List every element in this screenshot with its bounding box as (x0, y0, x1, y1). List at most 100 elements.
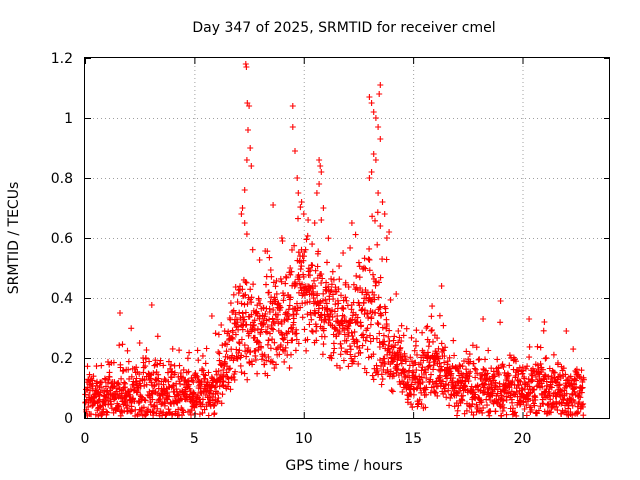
data-point (379, 376, 386, 383)
data-point (494, 356, 501, 363)
data-point (463, 348, 470, 355)
data-point (331, 308, 338, 315)
grid-lines (85, 58, 610, 418)
data-point (576, 373, 583, 380)
data-point (350, 358, 357, 365)
data-point (479, 409, 486, 416)
data-point (317, 312, 324, 319)
data-point (537, 360, 544, 367)
data-point (234, 319, 241, 326)
data-point (246, 103, 253, 109)
data-points (82, 61, 587, 419)
data-point (297, 266, 304, 273)
data-point (193, 372, 200, 379)
data-point (241, 342, 248, 349)
data-point (323, 279, 330, 286)
data-point (432, 389, 439, 396)
data-point (308, 316, 315, 323)
data-point (326, 317, 333, 324)
data-point (470, 360, 477, 367)
data-point (273, 277, 280, 284)
data-point (419, 379, 426, 386)
x-tick-labels: 0 5 10 15 20 (81, 431, 532, 447)
y-tick-label: 0.8 (51, 171, 73, 187)
data-point (140, 404, 147, 411)
data-point (348, 220, 355, 226)
data-point (450, 375, 456, 382)
data-point (232, 284, 239, 290)
data-point (337, 364, 343, 371)
data-point (359, 289, 366, 295)
data-point (421, 366, 428, 373)
data-point (169, 411, 176, 418)
data-point (372, 217, 378, 224)
axis-ticks (85, 58, 610, 419)
data-point (227, 365, 234, 372)
data-point (179, 412, 185, 419)
data-point (250, 322, 257, 329)
data-point (435, 355, 442, 362)
data-point (236, 340, 243, 347)
data-point (261, 361, 268, 368)
data-point (441, 388, 448, 395)
data-point (328, 355, 335, 362)
data-point (373, 362, 380, 369)
data-point (220, 367, 227, 373)
data-point (238, 352, 245, 359)
data-point (244, 300, 251, 307)
data-point (370, 151, 377, 157)
data-point (347, 343, 353, 350)
data-point (429, 327, 435, 333)
data-point (125, 358, 132, 365)
data-point (320, 325, 327, 332)
x-tick-label: 5 (190, 431, 199, 447)
y-tick-label: 0.6 (51, 231, 73, 247)
data-point (140, 359, 147, 366)
data-point (203, 388, 210, 395)
data-point (295, 340, 302, 347)
data-point (523, 402, 530, 409)
x-tick-label: 0 (81, 431, 90, 447)
data-point (230, 307, 237, 314)
data-point (267, 267, 274, 273)
data-point (440, 347, 447, 354)
data-point (188, 407, 195, 414)
data-point (563, 390, 570, 397)
data-point (380, 332, 387, 339)
data-point (378, 311, 385, 318)
data-point (85, 403, 92, 410)
data-point (249, 361, 256, 368)
data-point (165, 358, 172, 365)
data-point (473, 344, 480, 351)
data-point (257, 331, 264, 337)
data-point (508, 381, 515, 388)
data-point (521, 406, 528, 412)
data-point (372, 157, 379, 163)
data-point (293, 330, 300, 337)
data-point (580, 412, 587, 419)
y-tick-label: 1.2 (51, 51, 73, 67)
data-point (368, 100, 375, 106)
data-point (258, 344, 265, 351)
data-point (449, 363, 456, 369)
data-point (563, 328, 570, 334)
data-point (369, 213, 376, 220)
data-point (164, 389, 171, 396)
data-point (423, 325, 430, 331)
data-point (349, 332, 356, 339)
data-point (330, 296, 337, 302)
data-point (324, 305, 331, 312)
data-point (160, 381, 167, 388)
data-point (366, 94, 373, 100)
data-point (256, 339, 263, 346)
data-point (377, 274, 384, 281)
data-point (567, 395, 573, 402)
data-point (428, 371, 434, 378)
data-point (260, 304, 267, 311)
data-point (224, 383, 231, 390)
data-point (367, 321, 374, 328)
data-point (286, 312, 292, 319)
data-point (147, 375, 154, 382)
data-point (499, 408, 506, 414)
y-tick-label: 0 (64, 411, 73, 427)
